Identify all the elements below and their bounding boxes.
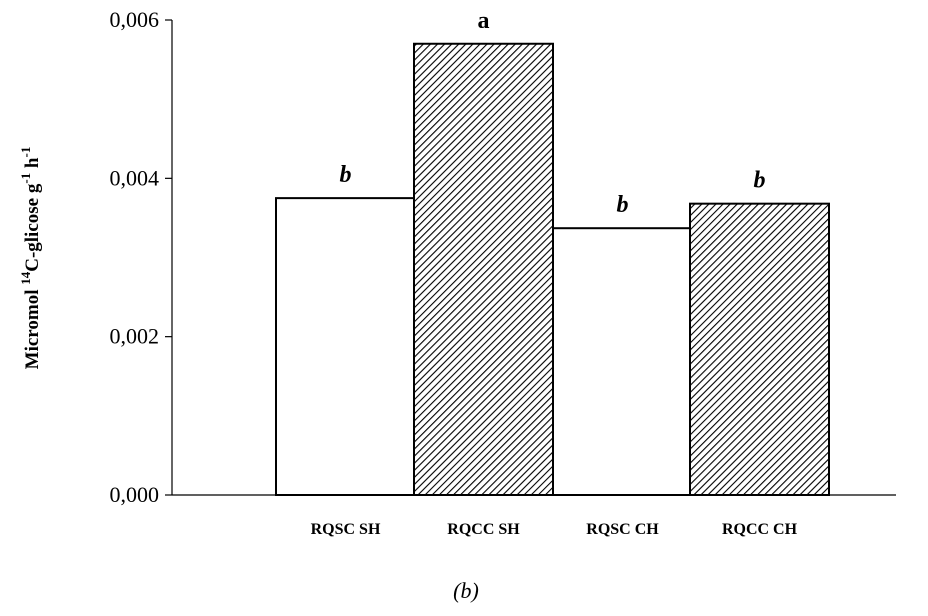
y-tick-label: 0,002 (110, 324, 160, 349)
y-tick-label: 0,004 (110, 165, 160, 190)
x-tick-label: RQCC SH (447, 521, 520, 538)
x-tick-label: RQCC CH (722, 521, 798, 538)
x-tick-label: RQSC CH (586, 521, 659, 538)
significance-label: b (340, 162, 352, 188)
panel-label: (b) (453, 578, 479, 603)
y-axis-label: Micromol 14C-glicose g-1 h-1 (18, 147, 43, 370)
bar-rqsc-sh (275, 197, 416, 496)
x-tick-label: RQSC SH (311, 521, 381, 538)
significance-label: b (754, 168, 766, 194)
significance-label: a (478, 8, 490, 34)
bar-rqcc-ch (689, 202, 830, 497)
significance-label: b (617, 192, 629, 218)
bar-rqcc-sh (413, 42, 554, 496)
y-tick-label: 0,000 (110, 482, 160, 507)
y-tick-label: 0,006 (110, 7, 160, 32)
bar-rqsc-ch (552, 227, 693, 496)
